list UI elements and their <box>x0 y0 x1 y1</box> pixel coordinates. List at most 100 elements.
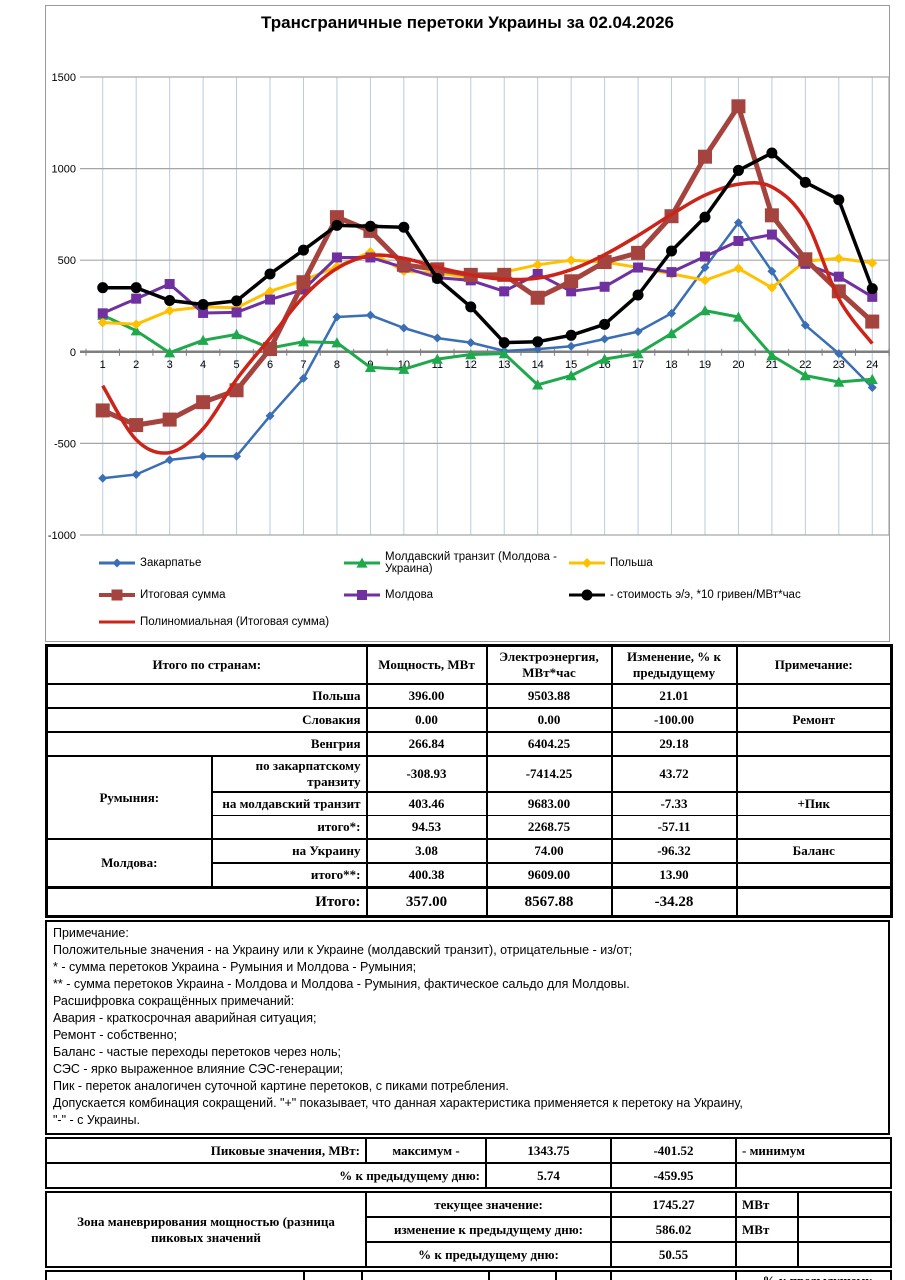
legend-item-1: Молдавский транзит (Молдова - Украина) <box>343 551 568 575</box>
cell-note: Баланс <box>735 838 893 864</box>
cell-energy: 9683.00 <box>485 791 613 816</box>
cell-note <box>735 731 893 757</box>
cell-power: 266.84 <box>365 731 488 757</box>
country-label: Словакия <box>45 707 368 733</box>
legend-marker-icon <box>99 620 135 624</box>
peaks-table: Пиковые значения, МВт: максимум - 1343.7… <box>45 1137 892 1189</box>
row-label: итого*: <box>210 815 368 840</box>
zone-label: Зона маневрирования мощностью (разница п… <box>45 1191 367 1268</box>
cell-energy: 9503.88 <box>485 683 613 709</box>
cost-label: Стоимость э/э за день: <box>45 1270 305 1280</box>
notes-box: Примечание: Положительные значения - на … <box>45 920 890 1135</box>
table-row-slovakia: Словакия 0.00 0.00 -100.00 Ремонт <box>45 707 893 733</box>
zone-table: Зона маневрирования мощностью (разница п… <box>45 1191 892 1268</box>
svg-text:22: 22 <box>799 359 811 371</box>
cost-pct-label: - % к предыдущему дню <box>735 1270 892 1280</box>
zone-row-unit: МВт <box>735 1191 799 1218</box>
zone-row-change: изменение к предыдущему дню: 586.02 МВт <box>46 1216 892 1243</box>
svg-text:11: 11 <box>432 359 443 371</box>
zone-row-unit: МВт <box>735 1216 799 1243</box>
table-row-romania-transit2: на молдавский транзит 403.46 9683.00 -7.… <box>47 791 893 816</box>
svg-text:-500: -500 <box>54 438 76 450</box>
cost-table: Стоимость э/э за день: -57.39 млн.гривен… <box>45 1270 892 1280</box>
empty-cell <box>797 1216 892 1243</box>
cell-change: -57.11 <box>610 815 738 840</box>
svg-text:7: 7 <box>300 359 306 371</box>
zone-row-value: 50.55 <box>610 1241 737 1268</box>
group-label-romania: Румыния: <box>45 755 213 840</box>
svg-text:13: 13 <box>498 359 510 371</box>
cell-note: +Пик <box>735 791 893 816</box>
zone-row-value: 586.02 <box>610 1216 737 1243</box>
peaks-pct-row: % к предыдущему дню: 5.74 -459.95 <box>45 1162 892 1189</box>
cost-uah-unit: млн.гривен или <box>361 1270 490 1280</box>
legend-label: Закарпатье <box>140 557 202 569</box>
cell-power: 357.00 <box>365 886 488 918</box>
svg-text:24: 24 <box>866 359 878 371</box>
peaks-label: Пиковые значения, МВт: <box>45 1137 367 1164</box>
chart-section: Трансграничные перетоки Украины за 02.04… <box>45 5 890 642</box>
note-line: * - сумма перетоков Украина - Румыния и … <box>53 960 417 974</box>
chart-title: Трансграничные перетоки Украины за 02.04… <box>261 13 674 32</box>
cell-power: 400.38 <box>365 862 488 888</box>
legend-marker-icon <box>99 558 135 568</box>
zone-row-label: % к предыдущему дню: <box>365 1241 612 1268</box>
legend-marker-icon <box>569 589 605 601</box>
legend-label: Полиномиальная (Итоговая сумма) <box>140 616 330 628</box>
table-row-romania-transit1: Румыния: по закарпатскому транзиту -308.… <box>45 755 893 840</box>
row-label: по закарпатскому транзиту <box>210 755 368 793</box>
note-line: Баланс - частые переходы перетоков через… <box>53 1045 341 1059</box>
note-line: "-" - с Украины. <box>53 1113 140 1127</box>
legend-marker-icon <box>99 589 135 601</box>
cell-power: -308.93 <box>365 755 488 793</box>
zone-row-value: 1745.27 <box>610 1191 737 1218</box>
empty-cell <box>797 1191 892 1218</box>
cell-note <box>735 886 893 918</box>
svg-text:1000: 1000 <box>52 164 76 176</box>
zone-row-label: изменение к предыдущему дню: <box>365 1216 612 1243</box>
cost-usd-value: -1.38 <box>488 1270 557 1280</box>
svg-text:3: 3 <box>167 359 173 371</box>
legend-item-4: Молдова <box>343 588 568 602</box>
header-countries: Итого по странам: <box>45 644 368 685</box>
cell-change: -34.28 <box>610 886 738 918</box>
cost-row: Стоимость э/э за день: -57.39 млн.гривен… <box>45 1270 892 1280</box>
table-row-hungary: Венгрия 266.84 6404.25 29.18 <box>45 731 893 757</box>
cell-note: Ремонт <box>735 707 893 733</box>
cell-change: -96.32 <box>610 838 738 864</box>
svg-text:1500: 1500 <box>52 72 76 84</box>
cell-energy: 8567.88 <box>485 886 613 918</box>
note-line: ** - сумма перетоков Украина - Молдова и… <box>53 977 630 991</box>
cell-change: -7.33 <box>610 791 738 816</box>
svg-text:5: 5 <box>234 359 240 371</box>
legend-item-6: Полиномиальная (Итоговая сумма) <box>98 615 343 629</box>
peaks-pct-label: % к предыдущему дню: <box>45 1162 487 1189</box>
peaks-max-value: 1343.75 <box>485 1137 612 1164</box>
table-row-poland: Польша 396.00 9503.88 21.01 <box>45 683 893 709</box>
note-line: Примечание: <box>53 926 129 940</box>
cell-energy: 0.00 <box>485 707 613 733</box>
cell-power: 403.46 <box>365 791 488 816</box>
cell-energy: 2268.75 <box>485 815 613 840</box>
legend-item-5: - стоимость э/э, *10 гривен/МВт*час <box>568 588 889 602</box>
svg-text:6: 6 <box>267 359 273 371</box>
svg-text:19: 19 <box>699 359 711 371</box>
cell-power: 0.00 <box>365 707 488 733</box>
legend-label: Польша <box>610 557 653 569</box>
header-note: Примечание: <box>735 644 893 685</box>
row-label: на молдавский транзит <box>210 791 368 816</box>
legend-label: Итоговая сумма <box>140 589 226 601</box>
cell-note <box>735 815 893 840</box>
country-label: Венгрия <box>45 731 368 757</box>
svg-text:21: 21 <box>766 359 778 371</box>
svg-text:17: 17 <box>632 359 644 371</box>
svg-text:14: 14 <box>532 359 544 371</box>
cell-power: 3.08 <box>365 838 488 864</box>
cell-change: -100.00 <box>610 707 738 733</box>
cell-note <box>735 862 893 888</box>
country-label: Польша <box>45 683 368 709</box>
legend-marker-icon <box>344 590 380 600</box>
cell-energy: -7414.25 <box>485 755 613 793</box>
cell-note <box>735 755 893 793</box>
